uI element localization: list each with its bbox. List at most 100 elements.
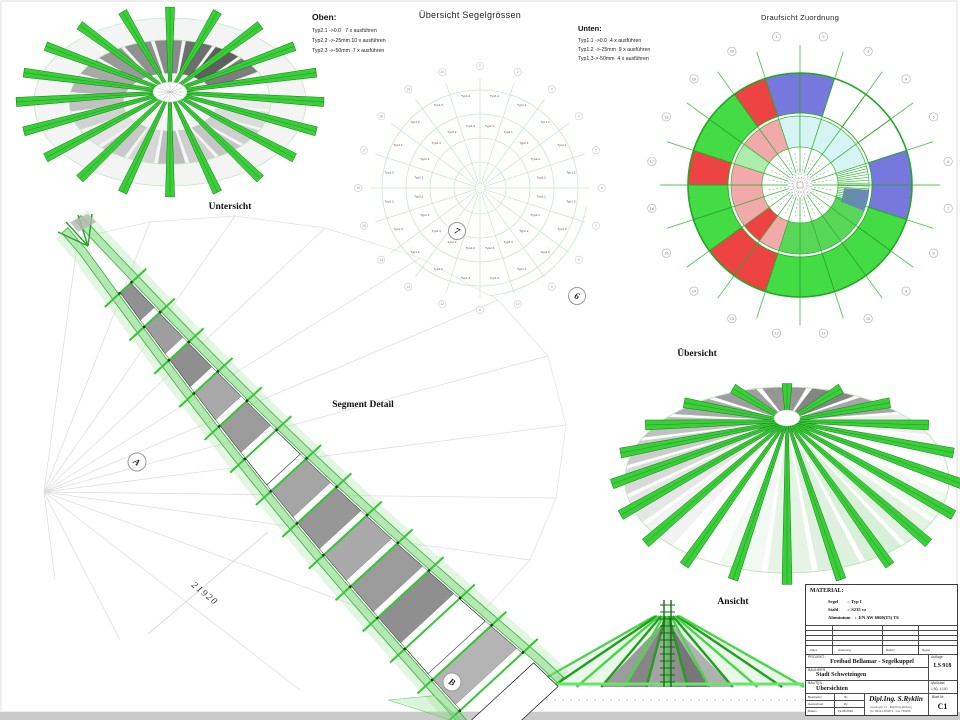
title-segelgroessen: Übersicht Segelgrössen: [418, 10, 522, 20]
bauteil-label: BAUTEIL :: [808, 681, 825, 685]
tb-line: [806, 635, 957, 636]
svg-text:18: 18: [379, 114, 383, 118]
bauherr-value: Stadt Schwetzingen: [816, 672, 867, 678]
svg-text:17: 17: [650, 159, 655, 164]
ref-marker-6: 6: [568, 287, 586, 305]
svg-text:Typ2.1: Typ2.1: [531, 213, 541, 217]
svg-text:16: 16: [650, 206, 655, 211]
svg-text:Typ2.3: Typ2.3: [485, 246, 495, 250]
svg-text:13: 13: [730, 316, 735, 321]
svg-text:9: 9: [905, 288, 908, 293]
section-marker-b-letter: B: [446, 676, 457, 688]
svg-text:Typ1.2: Typ1.2: [461, 94, 471, 98]
svg-text:13: 13: [406, 285, 410, 289]
svg-text:15: 15: [362, 224, 366, 228]
note-oben-line: Typ2.2 ->-25mm 10 x ausführen: [312, 38, 386, 44]
engineer-name: Dipl.Ing. S.Ryklin: [869, 695, 923, 703]
projekt-value: Freibad Bellamar - Segelkuppel: [830, 658, 914, 665]
bauteil-value: Übersichten: [816, 685, 848, 692]
svg-text:Typ1.1: Typ1.1: [490, 94, 500, 98]
note-unten-line: Typ1.1 ->0.0 4 x ausführen: [578, 38, 642, 44]
tb-line: [806, 707, 864, 708]
tb-line: [806, 680, 957, 681]
svg-text:1: 1: [479, 64, 481, 68]
svg-text:11: 11: [821, 331, 826, 336]
tb-line: [806, 640, 957, 641]
svg-text:Typ1.3: Typ1.3: [434, 103, 444, 107]
tb-line: [928, 693, 929, 715]
untersicht-view: [15, 6, 325, 198]
section-marker-a-circle: [127, 452, 147, 472]
material-heading: MATERIAL:: [810, 588, 844, 594]
title-zuordnung: Draufsicht Zuordnung: [760, 13, 840, 22]
svg-text:Typ1.1: Typ1.1: [393, 143, 403, 147]
label-segment-detail: Segment Detail: [332, 400, 394, 410]
svg-text:4: 4: [578, 114, 580, 118]
svg-text:16: 16: [356, 186, 360, 190]
bauherr-label: BAUHERR:: [808, 668, 827, 672]
section-marker-b: B: [442, 672, 462, 692]
svg-text:12: 12: [774, 331, 779, 336]
section-marker-b-circle: [442, 672, 462, 692]
svg-text:Typ1.2: Typ1.2: [410, 250, 420, 254]
note-oben: Oben: Typ2.1 ->0.0 7 x ausführen Typ2.2 …: [312, 12, 386, 56]
svg-text:Typ1.2: Typ1.2: [384, 199, 394, 203]
svg-text:Typ2.2: Typ2.2: [537, 175, 547, 179]
svg-text:14: 14: [379, 258, 383, 262]
svg-text:11: 11: [478, 308, 482, 312]
note-unten-heading: Unten:: [578, 24, 602, 33]
note-oben-line: Typ2.3 ->-50mm 7 x ausführen: [312, 48, 385, 54]
tb-line: [806, 700, 864, 701]
note-unten-line: Typ1.2 ->-25mm 9 x ausführen: [578, 47, 651, 53]
title-block: MATERIAL: Segel : Typ I Stahl : S235 vz …: [805, 584, 958, 716]
section-marker-a-letter: A: [131, 456, 143, 468]
svg-text:2: 2: [822, 34, 825, 39]
svg-text:3: 3: [867, 49, 870, 54]
svg-text:Typ2.2: Typ2.2: [485, 124, 495, 128]
tb-line: [806, 654, 957, 655]
svg-text:5: 5: [933, 114, 936, 119]
svg-text:14: 14: [692, 288, 697, 293]
bearbeiter-label: Bearbeiter: [808, 695, 822, 699]
engineer-phone: Tel. 06221-654671 · Fax 796266: [870, 709, 911, 713]
svg-text:10: 10: [866, 316, 871, 321]
svg-text:Typ2.3: Typ2.3: [432, 141, 442, 145]
segment-detail-view: [56, 210, 570, 720]
svg-text:Typ2.1: Typ2.1: [519, 141, 529, 145]
datum-label: Datum: [808, 709, 817, 713]
svg-text:Typ1.2: Typ1.2: [410, 120, 420, 124]
material-line: Segel : Typ I: [828, 599, 862, 604]
material-line: Stahl : S235 vz: [828, 607, 867, 612]
engineer-address: Lessingstr. 17 · 69123 Heidelberg: [870, 705, 912, 709]
gezeichnet-label: Gezeichnet: [808, 702, 824, 706]
ref-marker-7: 7: [448, 222, 466, 240]
svg-text:19: 19: [406, 87, 410, 91]
tb-line: [806, 630, 957, 631]
rev-col-label: Name: [922, 648, 931, 652]
svg-text:Typ2.2: Typ2.2: [420, 157, 430, 161]
svg-text:12: 12: [440, 302, 444, 306]
auflage-label: Auflage: [931, 655, 943, 659]
label-uebersicht: Übersicht: [677, 349, 717, 359]
note-oben-line: Typ2.1 ->0.0 7 x ausführen: [312, 28, 377, 34]
svg-text:1: 1: [775, 34, 778, 39]
note-unten-line: Typ1.3->-50mm 4 x ausführen: [578, 56, 649, 62]
ansicht-view: [529, 600, 812, 701]
svg-text:Typ1.2: Typ1.2: [566, 171, 576, 175]
svg-text:Typ1.1: Typ1.1: [557, 143, 567, 147]
section-marker-a: A: [127, 452, 147, 472]
rev-col-label: Index: [810, 648, 818, 652]
svg-text:Typ2.2: Typ2.2: [531, 157, 541, 161]
bearbeiter-value: Ry: [844, 695, 848, 699]
svg-text:18: 18: [664, 114, 669, 119]
rev-col-label: Datum: [886, 648, 895, 652]
svg-text:8: 8: [578, 258, 580, 262]
svg-text:Typ1.3: Typ1.3: [517, 267, 527, 271]
svg-text:Typ1.2: Typ1.2: [517, 103, 527, 107]
svg-text:9: 9: [551, 285, 553, 289]
dimension-21920: 21920: [189, 581, 220, 608]
svg-text:Typ2.1: Typ2.1: [414, 175, 424, 179]
svg-text:Typ1.3: Typ1.3: [393, 227, 403, 231]
